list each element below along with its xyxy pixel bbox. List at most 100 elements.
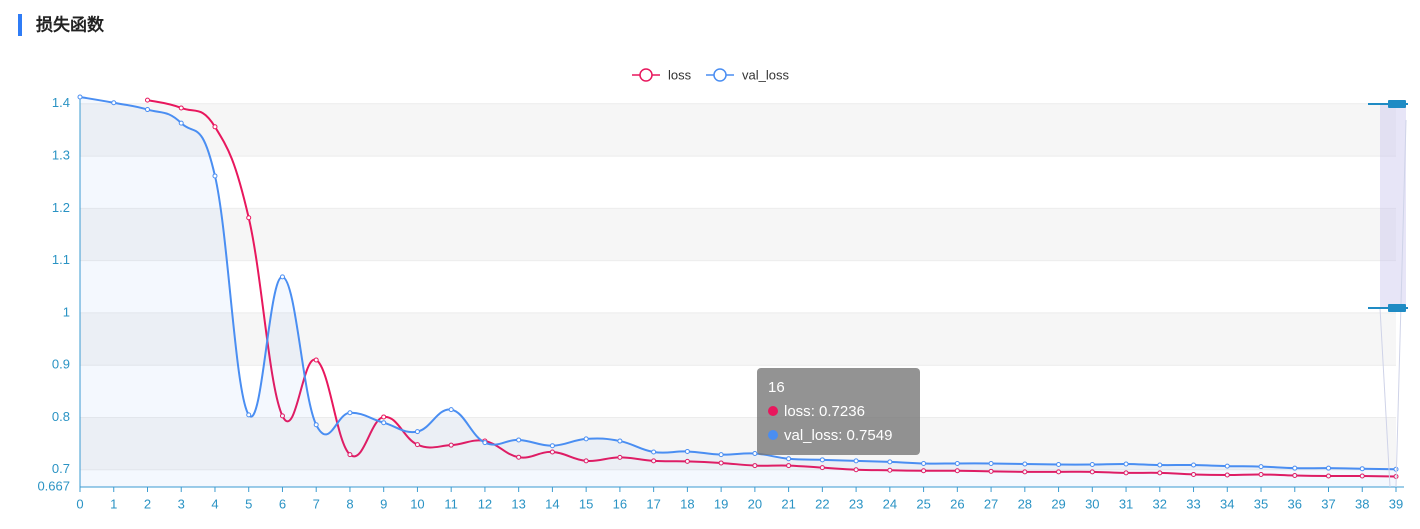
x-tick-label: 28 — [1018, 496, 1032, 511]
point — [448, 442, 454, 448]
point — [786, 463, 792, 469]
point — [1326, 465, 1332, 471]
point — [1224, 463, 1230, 469]
point — [819, 457, 825, 463]
point — [617, 454, 623, 460]
x-tick-label: 14 — [545, 496, 559, 511]
point — [1089, 469, 1095, 475]
x-tick-label: 27 — [984, 496, 998, 511]
point — [381, 420, 387, 426]
point — [77, 94, 83, 100]
tooltip-row: loss0.7236 — [768, 400, 909, 424]
title-bar — [18, 14, 22, 36]
x-tick-label: 22 — [815, 496, 829, 511]
x-tick-label: 0 — [76, 496, 83, 511]
y-tick-label: 0.7 — [52, 461, 70, 476]
tooltip-dot — [768, 430, 778, 440]
zoom-handle — [1388, 304, 1406, 312]
legend-label: loss — [668, 67, 692, 82]
point — [1022, 461, 1028, 467]
x-tick-label: 24 — [883, 496, 897, 511]
zoom-shadow — [1395, 119, 1407, 488]
point — [516, 437, 522, 443]
y-tick-label: 0.8 — [52, 409, 70, 424]
point — [819, 465, 825, 471]
point — [347, 410, 353, 416]
legend-icon — [713, 68, 727, 82]
point — [279, 274, 285, 280]
x-tick-label: 8 — [346, 496, 353, 511]
x-tick-label: 35 — [1254, 496, 1268, 511]
y-tick-label: 1.3 — [52, 148, 70, 163]
y-tick-label: 1.4 — [52, 95, 70, 110]
tooltip-value: 0.7236 — [819, 403, 865, 420]
legend-label: val_loss — [742, 67, 789, 82]
point — [549, 443, 555, 449]
x-tick-label: 7 — [313, 496, 320, 511]
point — [1191, 471, 1197, 477]
point — [549, 449, 555, 455]
point — [1359, 473, 1365, 479]
point — [1359, 466, 1365, 472]
x-tick-label: 37 — [1321, 496, 1335, 511]
x-tick-label: 11 — [444, 496, 458, 511]
point — [752, 463, 758, 469]
x-tick-label: 32 — [1153, 496, 1167, 511]
point — [583, 436, 589, 442]
point — [381, 414, 387, 420]
point — [954, 460, 960, 466]
x-tick-label: 12 — [478, 496, 492, 511]
point — [1258, 471, 1264, 477]
line — [147, 99, 1397, 478]
point — [313, 422, 319, 428]
point — [853, 458, 859, 464]
point — [1191, 462, 1197, 468]
x-tick-label: 36 — [1288, 496, 1302, 511]
point — [617, 438, 623, 444]
point — [178, 120, 184, 126]
split-area — [80, 208, 1396, 261]
x-tick-label: 29 — [1051, 496, 1065, 511]
point — [921, 468, 927, 474]
x-tick-label: 4 — [211, 496, 218, 511]
point — [988, 468, 994, 474]
tooltip: 16 loss0.7236 val_loss0.7549 — [757, 368, 920, 455]
tooltip-category: 16 — [768, 379, 785, 396]
point — [212, 124, 218, 130]
zoom-shadow — [1379, 307, 1391, 488]
point — [1258, 464, 1264, 470]
point — [347, 452, 353, 458]
point — [684, 458, 690, 464]
tooltip-series: loss — [784, 403, 819, 420]
split-area — [80, 417, 1396, 470]
point — [516, 454, 522, 460]
point — [1123, 461, 1129, 467]
x-tick-label: 21 — [781, 496, 795, 511]
point — [1123, 470, 1129, 476]
point — [144, 97, 150, 103]
x-tick-label: 10 — [410, 496, 424, 511]
x-tick-label: 19 — [714, 496, 728, 511]
point — [1157, 470, 1163, 476]
point — [1326, 473, 1332, 479]
point — [144, 107, 150, 113]
point — [786, 456, 792, 462]
y-tick-label: 1.2 — [52, 200, 70, 215]
legend-icon — [639, 68, 653, 82]
x-tick-label: 33 — [1186, 496, 1200, 511]
x-tick-label: 39 — [1389, 496, 1403, 511]
tooltip-dot — [768, 406, 778, 416]
point — [178, 105, 184, 111]
x-tick-label: 26 — [950, 496, 964, 511]
zoom-handle — [1388, 100, 1406, 108]
point — [988, 460, 994, 466]
point — [1056, 469, 1062, 475]
y-tick-label: 1 — [63, 304, 70, 319]
point — [583, 458, 589, 464]
point — [482, 440, 488, 446]
point — [1022, 469, 1028, 475]
point — [954, 468, 960, 474]
point — [1292, 472, 1298, 478]
